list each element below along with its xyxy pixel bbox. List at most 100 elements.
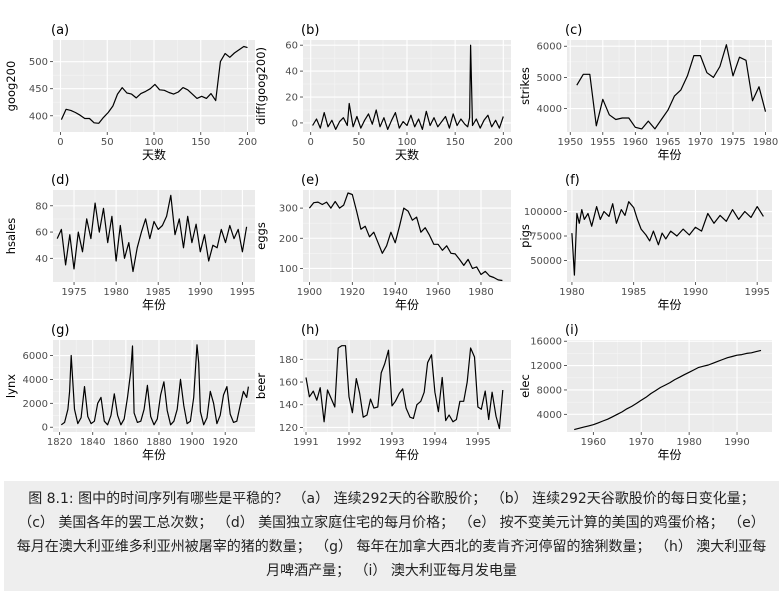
series-line-strikes <box>576 44 767 130</box>
x-tick-label: 50 <box>352 137 365 148</box>
x-tick-label: 100 <box>144 137 163 148</box>
series-line-eggs <box>308 192 503 282</box>
y-tick-label: 450 <box>29 84 48 95</box>
x-axis-title: 年份 <box>142 448 166 462</box>
y-tick-label: 80 <box>35 201 48 212</box>
x-tick-label: 1990 <box>724 437 749 448</box>
x-tick-label: 1840 <box>80 437 105 448</box>
x-tick-label: 1992 <box>336 437 361 448</box>
panel-tag: (e) <box>301 173 319 188</box>
y-tick-label: 6000 <box>537 42 562 53</box>
x-tick-label: 0 <box>57 137 63 148</box>
x-tick-label: 1920 <box>340 287 365 298</box>
series-line-diff(goog200) <box>312 44 504 130</box>
x-tick-label: 1820 <box>47 437 72 448</box>
y-tick-label: 100000 <box>524 207 562 218</box>
x-axis-title: 年份 <box>395 298 419 312</box>
x-tick-label: 150 <box>191 137 210 148</box>
y-tick-label: 200 <box>279 234 298 245</box>
x-tick-label: 1950 <box>558 137 583 148</box>
panel-tag: (c) <box>565 23 582 38</box>
panel-tag: (h) <box>301 323 319 338</box>
y-axis-title: goog200 <box>4 61 18 112</box>
caption-text: 图 8.1: 图中的时间序列有哪些是平稳的？ （a） 连续292天的谷歌股价； … <box>16 491 767 579</box>
y-axis-title: strikes <box>518 67 532 105</box>
y-tick-label: 60 <box>285 41 298 52</box>
x-tick-label: 1940 <box>382 287 407 298</box>
x-axis-title: 年份 <box>657 148 681 162</box>
x-tick-label: 1980 <box>753 137 778 148</box>
y-axis-title: diff(goog200) <box>254 47 268 125</box>
x-tick-label: 1920 <box>212 437 237 448</box>
panel-background <box>567 340 772 432</box>
panel-tag: (a) <box>51 23 69 38</box>
y-tick-label: 20 <box>285 93 298 104</box>
panel-tag: (g) <box>51 323 69 338</box>
x-tick-label: 1980 <box>676 437 701 448</box>
y-tick-label: 400 <box>29 111 48 122</box>
x-tick-label: 150 <box>446 137 465 148</box>
y-tick-label: 160 <box>279 378 298 389</box>
y-axis-title: eggs <box>254 222 268 250</box>
x-tick-label: 1991 <box>293 437 318 448</box>
x-axis-title: 年份 <box>395 448 419 462</box>
series-line-hsales <box>56 194 248 273</box>
y-tick-label: 140 <box>279 400 298 411</box>
x-tick-label: 1880 <box>146 437 171 448</box>
x-tick-label: 1965 <box>655 137 680 148</box>
x-tick-label: 1995 <box>744 287 769 298</box>
y-tick-label: 60 <box>35 228 48 239</box>
x-tick-label: 1900 <box>297 287 322 298</box>
x-tick-label: 1994 <box>422 437 447 448</box>
panel-i: 1960 1970 1980 1990 4000 8000 12000 16000(i) 年份 e… <box>518 323 772 462</box>
x-tick-label: 1985 <box>621 287 646 298</box>
series-line-goog200 <box>60 45 248 124</box>
y-tick-label: 4000 <box>537 104 562 115</box>
panel-tag: (f) <box>565 173 580 188</box>
series-line-pigs <box>571 201 764 276</box>
x-tick-label: 1980 <box>103 287 128 298</box>
x-tick-label: 0 <box>308 137 314 148</box>
y-tick-label: 120 <box>279 423 298 434</box>
panel-g: 1820 1840 1860 1880 1900 1920 0 2000 4000 6000 (g)… <box>4 323 255 462</box>
y-tick-label: 6000 <box>23 351 48 362</box>
panel-background <box>303 340 511 432</box>
y-tick-label: 2000 <box>23 399 48 410</box>
figure-caption: 图 8.1: 图中的时间序列有哪些是平稳的？ （a） 连续292天的谷歌股价； … <box>4 481 779 591</box>
x-tick-label: 1970 <box>629 437 654 448</box>
y-tick-label: 16000 <box>530 337 562 348</box>
panel-tag: (b) <box>301 23 319 38</box>
y-tick-label: 8000 <box>537 385 562 396</box>
x-tick-label: 1970 <box>688 137 713 148</box>
y-tick-label: 5000 <box>537 73 562 84</box>
panel-background <box>53 190 255 282</box>
panel-e: 1900 1920 1940 1960 1980 100 200 300 (e) 年份 eggs <box>254 173 511 312</box>
x-tick-label: 1960 <box>623 137 648 148</box>
x-axis-title: 天数 <box>142 147 166 162</box>
y-axis-title: lynx <box>4 374 18 398</box>
y-tick-label: 50000 <box>530 256 562 267</box>
x-tick-label: 1955 <box>590 137 615 148</box>
panel-d: 1975 1980 1985 1990 1995 40 60 80 (d) 年份 hsales <box>4 173 255 312</box>
y-axis-title: elec <box>518 374 532 398</box>
x-tick-label: 1995 <box>230 287 255 298</box>
series-line-lynx <box>60 344 249 426</box>
x-tick-label: 200 <box>494 137 513 148</box>
x-tick-label: 200 <box>238 137 257 148</box>
x-tick-label: 100 <box>397 137 416 148</box>
panel-a: 0 50 100 150 200 400 450 500 (a) 天数 goog200 <box>4 23 257 162</box>
x-axis-title: 天数 <box>395 147 419 162</box>
y-axis-title: beer <box>254 373 268 399</box>
x-tick-label: 1960 <box>425 287 450 298</box>
y-axis-title: hsales <box>4 218 18 255</box>
x-tick-label: 1860 <box>113 437 138 448</box>
x-tick-label: 1985 <box>145 287 170 298</box>
x-tick-label: 1990 <box>683 287 708 298</box>
x-tick-label: 1990 <box>188 287 213 298</box>
y-tick-label: 0 <box>42 423 48 434</box>
x-axis-title: 年份 <box>142 298 166 312</box>
x-tick-label: 1993 <box>379 437 404 448</box>
y-tick-label: 4000 <box>23 375 48 386</box>
x-tick-label: 1960 <box>581 437 606 448</box>
